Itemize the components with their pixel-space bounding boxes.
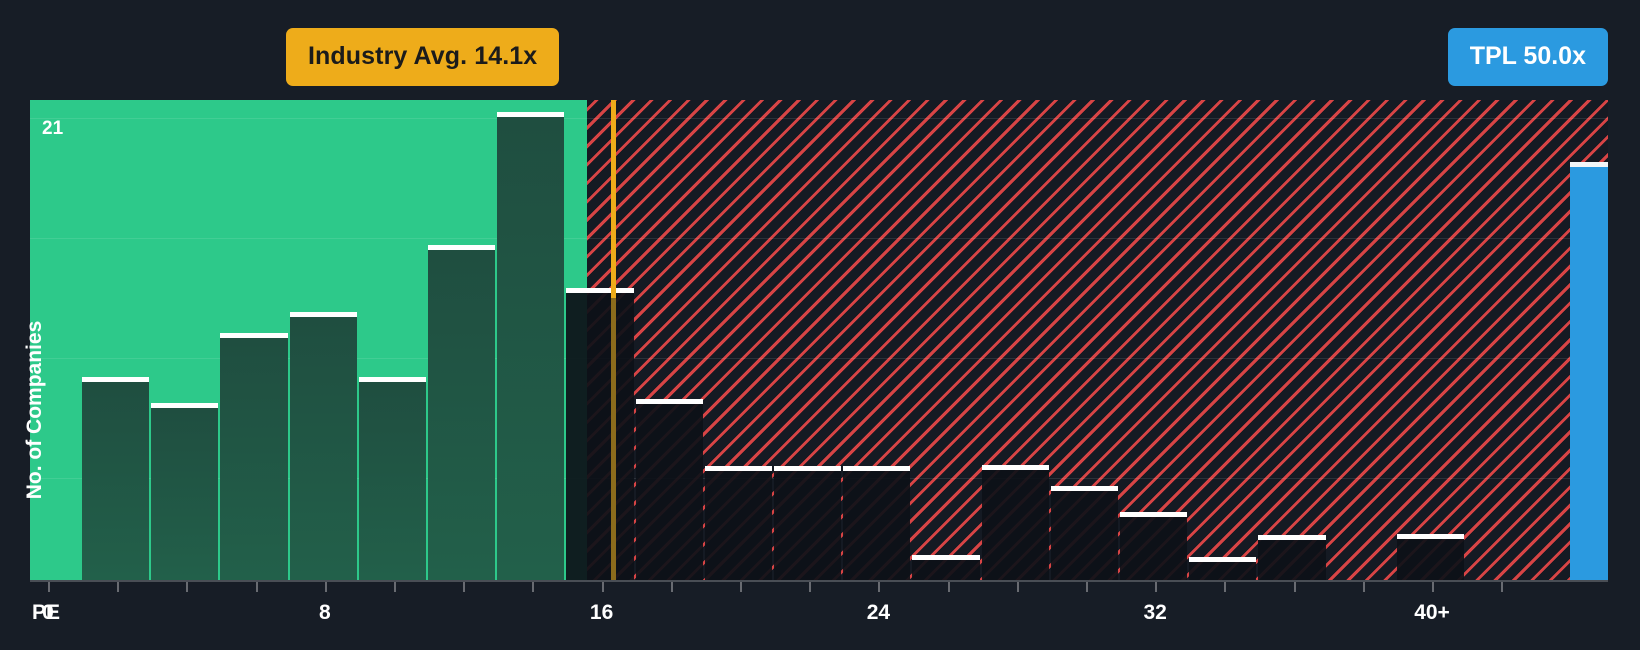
- bar[interactable]: [1396, 534, 1464, 580]
- bar[interactable]: [82, 377, 150, 580]
- x-tick: [1501, 582, 1504, 592]
- x-axis-line: [30, 580, 1608, 582]
- y-axis-label: No. of Companies: [23, 320, 46, 500]
- x-tick: [532, 582, 535, 592]
- x-tick: [601, 582, 604, 592]
- bar-top-cap: [497, 112, 565, 117]
- bar[interactable]: [358, 377, 426, 580]
- plot-area: [30, 100, 1608, 580]
- bar-top-cap: [1396, 534, 1464, 539]
- x-tick: [878, 582, 881, 592]
- bar-top-cap: [151, 403, 219, 408]
- industry-average-line: [611, 100, 616, 580]
- bar[interactable]: [1570, 162, 1608, 580]
- bar-top-cap: [1050, 486, 1118, 491]
- bar[interactable]: [912, 555, 980, 580]
- bar-top-cap: [774, 466, 842, 471]
- bar-top-cap: [1570, 162, 1608, 167]
- bar[interactable]: [220, 333, 288, 580]
- bar[interactable]: [497, 112, 565, 580]
- bar-top-cap: [82, 377, 150, 382]
- bar-top-cap: [358, 377, 426, 382]
- bar-top-cap: [912, 555, 980, 560]
- x-tick: [1224, 582, 1227, 592]
- bar-top-cap: [220, 333, 288, 338]
- bar[interactable]: [428, 245, 496, 580]
- bar[interactable]: [981, 465, 1049, 580]
- bar[interactable]: [566, 288, 634, 580]
- bar-top-cap: [1258, 535, 1326, 540]
- x-tick: [324, 582, 327, 592]
- x-tick: [1293, 582, 1296, 592]
- x-tick-label: 0: [42, 601, 54, 624]
- x-tick-label: 32: [1143, 601, 1167, 624]
- x-tick: [255, 582, 258, 592]
- x-tick: [394, 582, 396, 592]
- x-tick: [947, 582, 950, 592]
- bar[interactable]: [1189, 557, 1257, 580]
- x-axis-name: PE: [32, 601, 61, 624]
- x-tick-label: 24: [866, 601, 891, 624]
- x-tick: [48, 582, 50, 592]
- x-tick: [670, 582, 673, 592]
- x-tick: [1016, 582, 1019, 592]
- x-tick: [740, 582, 742, 592]
- x-tick: [809, 582, 812, 592]
- bar[interactable]: [843, 466, 911, 580]
- bar-top-cap: [635, 399, 703, 404]
- bar-top-cap: [704, 466, 772, 471]
- x-tick-label: 8: [318, 601, 331, 624]
- bar[interactable]: [704, 466, 772, 580]
- x-tick-label: 16: [589, 601, 614, 624]
- bar[interactable]: [151, 403, 219, 580]
- highlight-company-badge[interactable]: TPL 50.0x: [1447, 28, 1608, 86]
- x-tick-label: 40+: [1414, 601, 1450, 624]
- x-tick: [117, 582, 120, 592]
- bar[interactable]: [289, 312, 357, 580]
- bar[interactable]: [635, 399, 703, 580]
- bar-top-cap: [1120, 512, 1188, 517]
- x-tick: [1155, 582, 1158, 592]
- x-tick: [1086, 582, 1088, 592]
- bar[interactable]: [1258, 535, 1326, 580]
- x-tick: [463, 582, 466, 592]
- bar[interactable]: [774, 466, 842, 580]
- y-max-label: 21: [42, 118, 64, 139]
- bar[interactable]: [1120, 512, 1188, 580]
- x-tick: [186, 582, 189, 592]
- bar-top-cap: [566, 288, 634, 293]
- x-tick: [1432, 582, 1434, 592]
- bar-top-cap: [1189, 557, 1257, 562]
- bar-series: [30, 100, 1608, 580]
- x-tick: [1362, 582, 1365, 592]
- bar-top-cap: [428, 245, 496, 250]
- bar-top-cap: [843, 466, 911, 471]
- bar[interactable]: [1050, 486, 1118, 580]
- bar-top-cap: [289, 312, 357, 317]
- industry-average-callout[interactable]: Industry Avg. 14.1x: [286, 28, 560, 86]
- overvalued-zone: [587, 100, 1608, 580]
- bar-top-cap: [981, 465, 1049, 470]
- industry-average-line-top: [611, 100, 616, 298]
